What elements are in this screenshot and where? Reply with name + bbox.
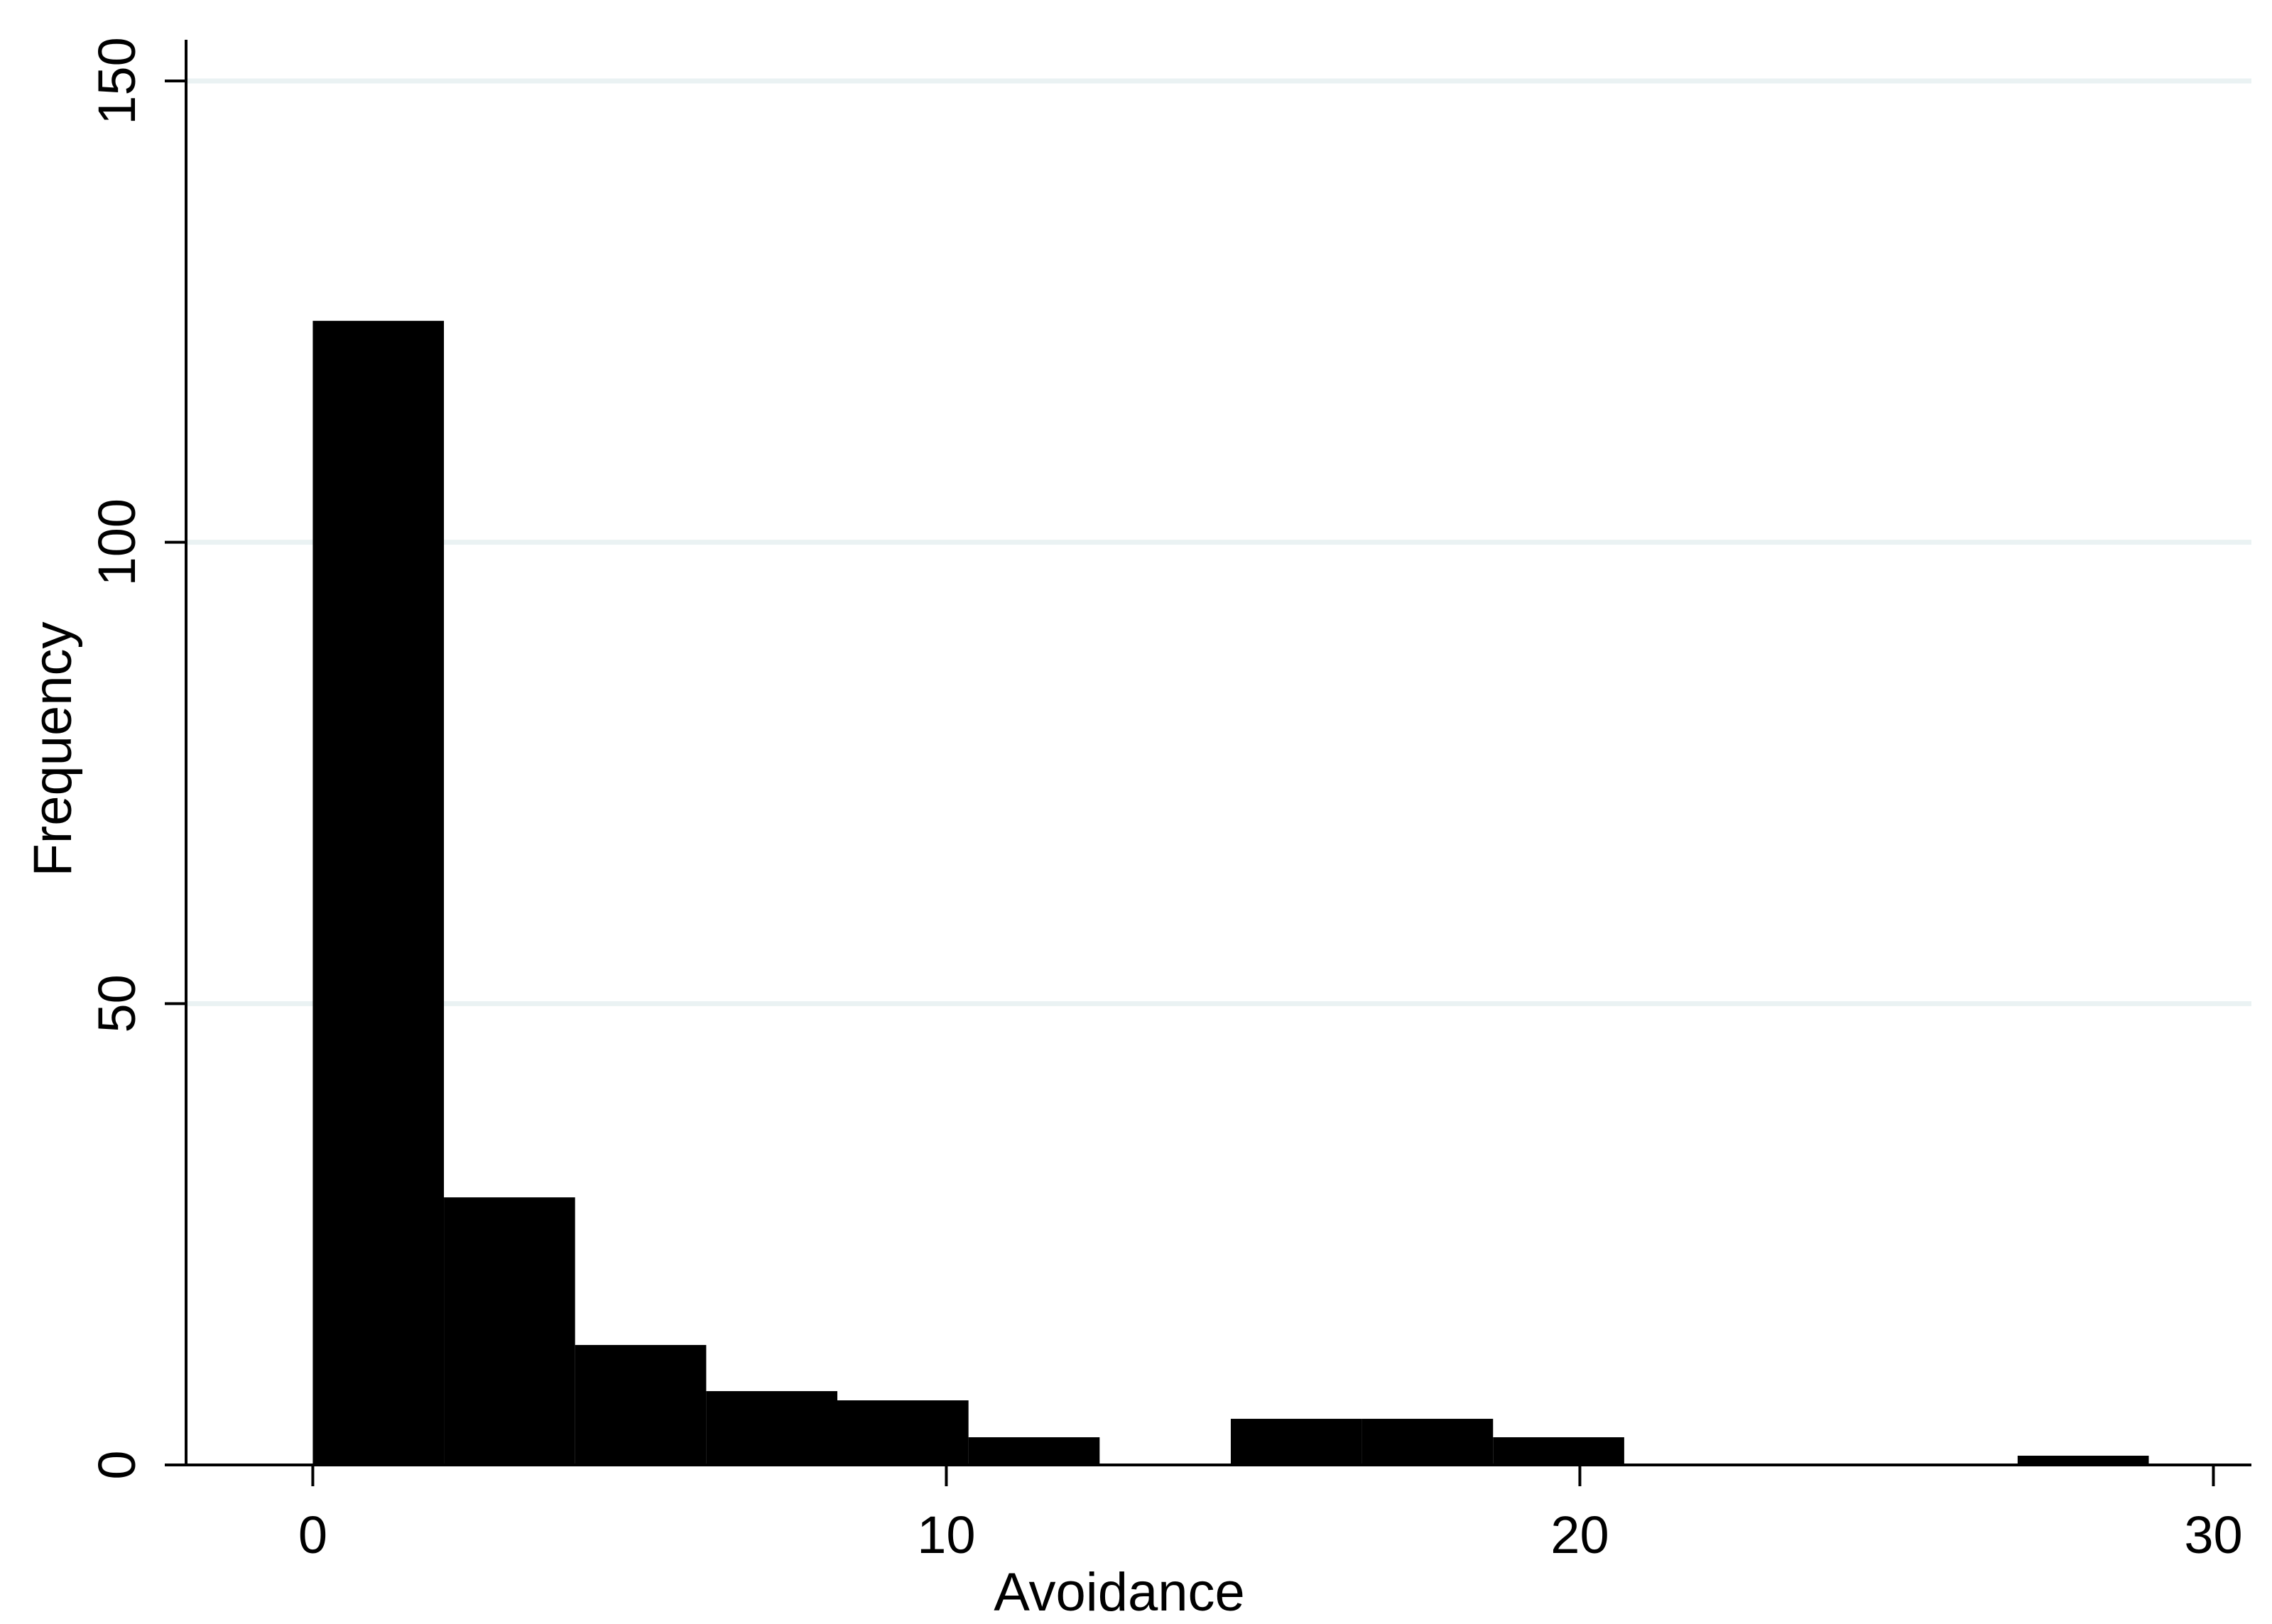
y-tick-label-1: 50 (87, 974, 146, 1032)
bar-1 (444, 1197, 575, 1465)
x-axis-title: Avoidance (994, 1562, 1245, 1623)
bar-0 (312, 320, 445, 1466)
bar-5 (968, 1437, 1100, 1465)
y-tick-label-3: 150 (87, 37, 146, 124)
bar-7 (1230, 1419, 1362, 1465)
bar-8 (1361, 1419, 1494, 1465)
histogram-bars (312, 320, 2149, 1466)
bar-3 (706, 1391, 838, 1465)
y-tick-label-0: 0 (87, 1450, 146, 1479)
bar-2 (575, 1345, 707, 1465)
bar-9 (1493, 1437, 1624, 1465)
x-tick-label-1: 10 (917, 1505, 975, 1564)
y-axis-title: Frequency (23, 621, 83, 876)
bar-13 (2017, 1456, 2149, 1465)
y-tick-label-2: 100 (87, 498, 146, 586)
x-tick-label-2: 20 (1550, 1505, 1609, 1564)
tick-labels: 0 50 100 150 0 10 20 30 (87, 37, 2243, 1564)
axes (165, 40, 2251, 1486)
x-tick-label-3: 30 (2184, 1505, 2242, 1564)
bar-4 (837, 1400, 969, 1465)
x-tick-label-0: 0 (298, 1505, 327, 1564)
grid-lines (186, 78, 2251, 1006)
